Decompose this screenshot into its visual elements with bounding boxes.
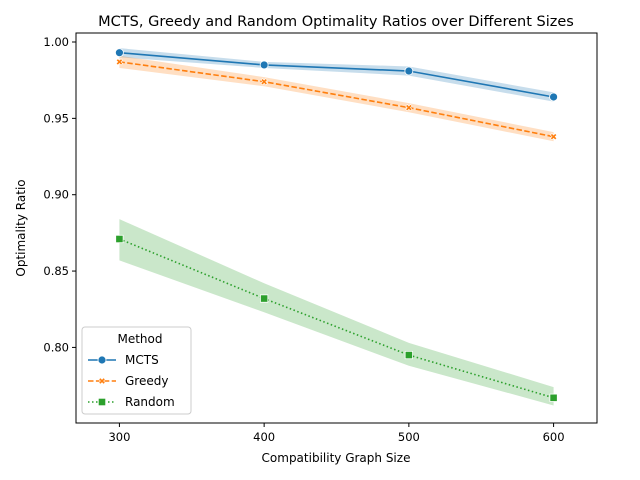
y-tick-label: 0.85 [43,264,69,278]
legend-mcts-label: MCTS [125,353,159,367]
x-axis-label: Compatibility Graph Size [262,451,411,465]
greedy-data-point [405,104,413,112]
y-tick-label: 0.80 [43,340,69,354]
greedy-data-point [115,58,124,66]
legend-item-greedy: Greedy [88,374,168,388]
lines-layer [119,51,554,399]
random-data-point [404,350,413,360]
greedy-confidence-band [119,55,554,142]
x-tick-label: 600 [543,430,565,444]
legend-box [81,326,192,415]
mcts-data-point [115,48,124,58]
legend-random-marker [97,397,107,407]
y-axis-label: Optimality Ratio [14,179,28,276]
legend-greedy-marker [98,377,106,385]
random-data-point [115,234,124,244]
random-confidence-band [119,219,554,406]
mcts-data-point [549,92,558,102]
y-tick-label: 1.00 [43,35,69,49]
mcts-data-point [404,66,414,76]
plot-frame [75,32,598,424]
x-tick-label: 300 [108,430,130,444]
y-tick-label: 0.95 [43,111,69,125]
x-tick-label: 500 [398,430,420,444]
legend: Method MCTS Greedy Random [81,326,192,415]
legend-mcts-marker [97,355,107,365]
markers-layer [115,48,558,402]
greedy-data-point [549,133,558,141]
legend-title: Method [117,332,162,346]
y-tick-label: 0.90 [43,188,69,202]
y-axis: 0.80 0.85 0.90 0.95 1.00 [43,35,76,354]
greedy-data-point [260,78,268,86]
random-data-point [260,294,269,303]
mcts-series-line [119,51,554,98]
mcts-data-point [259,60,269,70]
legend-item-mcts: MCTS [88,353,159,367]
legend-greedy-label: Greedy [125,374,168,388]
random-data-point [549,393,558,402]
x-axis: 300 400 500 600 [108,423,565,444]
greedy-series-line [119,61,554,138]
chart-title: MCTS, Greedy and Random Optimality Ratio… [98,14,574,30]
x-tick-label: 400 [253,430,275,444]
legend-item-random: Random [88,395,175,409]
legend-random-label: Random [125,395,175,409]
